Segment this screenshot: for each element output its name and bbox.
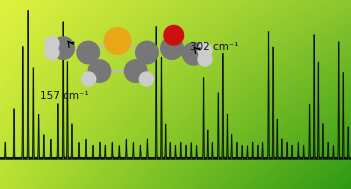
Ellipse shape <box>136 41 158 64</box>
Ellipse shape <box>45 36 59 51</box>
Text: 157 cm⁻¹: 157 cm⁻¹ <box>40 91 89 101</box>
Ellipse shape <box>198 52 212 66</box>
Ellipse shape <box>45 46 59 60</box>
Text: 302 cm⁻¹: 302 cm⁻¹ <box>190 42 238 52</box>
Ellipse shape <box>88 60 111 82</box>
Ellipse shape <box>161 37 183 59</box>
Ellipse shape <box>183 43 205 65</box>
Ellipse shape <box>164 26 184 45</box>
Ellipse shape <box>198 43 212 57</box>
Ellipse shape <box>139 72 153 86</box>
Ellipse shape <box>52 37 74 59</box>
Ellipse shape <box>77 41 99 64</box>
Ellipse shape <box>82 72 96 86</box>
Ellipse shape <box>125 60 147 82</box>
Ellipse shape <box>104 28 131 54</box>
